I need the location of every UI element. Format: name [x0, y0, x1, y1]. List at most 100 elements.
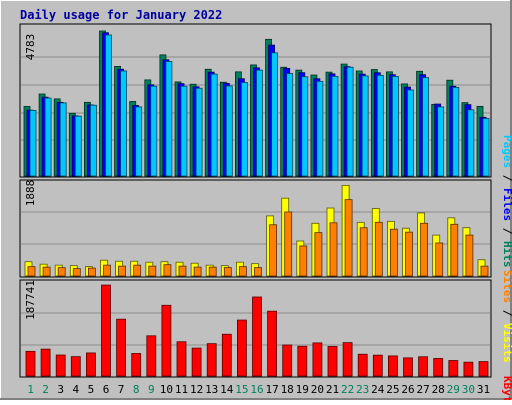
y-max-label-hits: 4783 [24, 34, 37, 61]
bar-kbytes-29 [448, 360, 459, 377]
bar-pages-22 [346, 66, 354, 177]
legend-kbytes: KBytes [501, 376, 512, 400]
bar-pages-9 [150, 85, 158, 177]
x-tick-label-10: 10 [160, 383, 173, 396]
bar-kbytes-28 [433, 358, 444, 377]
bar-sites-23 [359, 227, 368, 277]
bar-pages-20 [316, 80, 324, 177]
bar-pages-27 [422, 77, 430, 177]
bar-kbytes-9 [146, 335, 157, 377]
bar-kbytes-24 [372, 354, 383, 377]
bar-pages-30 [467, 109, 475, 177]
x-tick-label-4: 4 [72, 383, 79, 396]
bar-kbytes-25 [387, 355, 398, 377]
x-tick-label-21: 21 [326, 383, 339, 396]
bar-sites-31 [480, 265, 489, 277]
x-tick-label-14: 14 [220, 383, 234, 396]
x-tick-label-30: 30 [462, 383, 475, 396]
legend-pages: Pages [501, 135, 512, 168]
bar-sites-14 [223, 267, 232, 277]
legend-sep-3: / [501, 303, 512, 323]
bar-kbytes-12 [191, 347, 202, 377]
bar-pages-2 [44, 97, 52, 177]
bar-pages-7 [120, 70, 127, 177]
bar-kbytes-10 [161, 304, 172, 377]
bar-kbytes-3 [55, 354, 66, 377]
bar-kbytes-23 [357, 353, 368, 377]
bar-pages-15 [240, 82, 248, 177]
bar-pages-11 [180, 85, 188, 177]
bar-pages-12 [195, 87, 203, 177]
bar-kbytes-15 [236, 319, 247, 377]
bar-sites-26 [405, 231, 413, 277]
bar-sites-17 [269, 224, 278, 277]
bar-kbytes-4 [70, 356, 81, 377]
bar-pages-19 [301, 76, 309, 177]
x-tick-label-19: 19 [296, 383, 309, 396]
bar-pages-18 [286, 73, 294, 177]
bar-pages-25 [391, 76, 399, 177]
bar-pages-8 [135, 106, 143, 177]
bar-sites-9 [148, 265, 157, 277]
bar-sites-13 [208, 266, 217, 277]
bar-pages-1 [29, 110, 37, 177]
bar-sites-24 [374, 221, 383, 277]
x-tick-label-12: 12 [190, 383, 203, 396]
bar-sites-11 [178, 265, 187, 277]
x-tick-label-5: 5 [88, 383, 95, 396]
bar-kbytes-1 [25, 350, 36, 377]
bar-sites-7 [118, 265, 126, 277]
x-tick-label-26: 26 [401, 383, 414, 396]
bar-kbytes-5 [86, 352, 96, 377]
bar-sites-18 [284, 211, 293, 277]
x-tick-label-20: 20 [311, 383, 324, 396]
x-tick-label-23: 23 [356, 383, 369, 396]
bar-pages-31 [482, 118, 490, 177]
bar-kbytes-20 [312, 342, 323, 377]
x-tick-label-31: 31 [477, 383, 490, 396]
legend-sites: Sites [501, 270, 512, 303]
bar-sites-15 [238, 266, 247, 277]
x-tick-label-6: 6 [103, 383, 110, 396]
bar-kbytes-21 [327, 346, 338, 377]
x-tick-label-8: 8 [133, 383, 140, 396]
x-tick-label-17: 17 [265, 383, 278, 396]
bar-pages-6 [105, 34, 112, 177]
bar-kbytes-27 [418, 356, 429, 377]
bar-sites-5 [88, 267, 96, 277]
bar-pages-23 [361, 75, 369, 177]
bar-sites-6 [103, 264, 111, 277]
bar-sites-20 [314, 232, 323, 277]
bar-pages-14 [225, 85, 233, 177]
bar-sites-19 [299, 245, 308, 277]
x-tick-label-29: 29 [447, 383, 460, 396]
legend-sep-2: / [501, 221, 512, 241]
bar-kbytes-17 [267, 310, 278, 377]
y-max-label-kbytes: 187741 [24, 280, 37, 320]
bar-sites-28 [435, 242, 444, 277]
x-tick-label-1: 1 [27, 383, 34, 396]
bar-pages-13 [210, 73, 218, 177]
bar-kbytes-16 [252, 296, 262, 377]
bar-sites-2 [42, 266, 51, 277]
legend-visits: Visits [501, 323, 512, 363]
bar-pages-10 [165, 61, 173, 177]
x-tick-label-28: 28 [432, 383, 445, 396]
bar-sites-27 [420, 222, 429, 277]
bar-kbytes-6 [101, 284, 111, 377]
chart-title: Daily usage for January 2022 [20, 8, 222, 22]
bar-pages-5 [90, 104, 97, 177]
bar-pages-4 [74, 115, 82, 177]
bar-kbytes-14 [221, 333, 232, 377]
bar-kbytes-31 [478, 361, 489, 377]
bar-sites-4 [72, 268, 81, 277]
bar-pages-21 [331, 76, 339, 177]
bar-kbytes-2 [40, 348, 51, 377]
x-tick-label-27: 27 [416, 383, 429, 396]
bar-sites-21 [329, 222, 338, 277]
legend-hits-files-pages: Pages / Files / Hits [501, 135, 512, 268]
bar-kbytes-13 [206, 343, 217, 377]
bar-sites-29 [450, 223, 459, 277]
